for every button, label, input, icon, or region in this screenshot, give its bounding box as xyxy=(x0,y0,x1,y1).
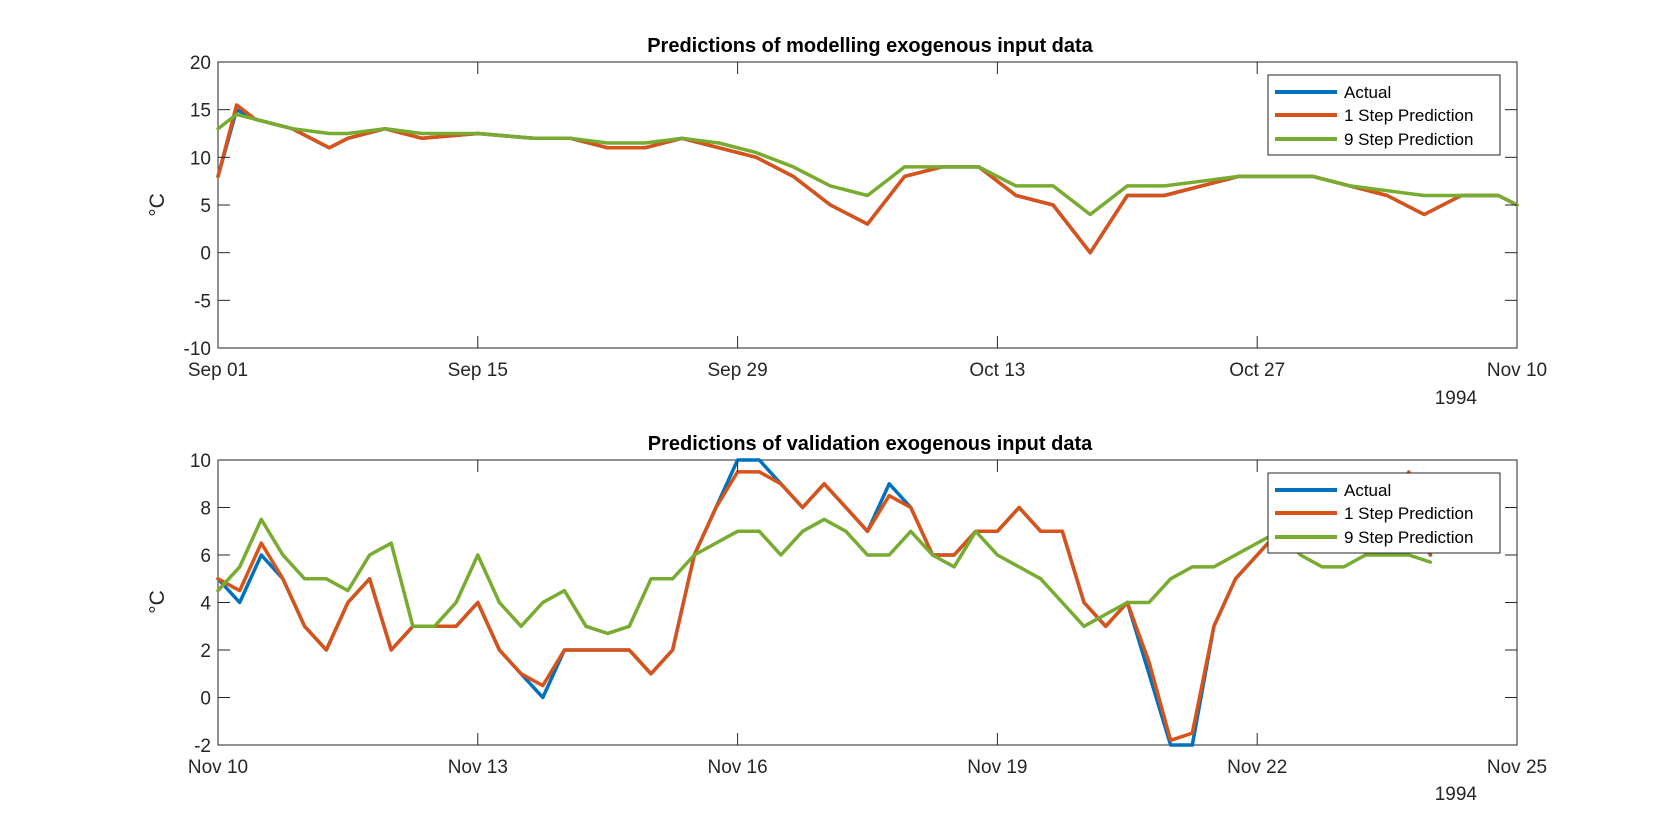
x-tick-label: Nov 10 xyxy=(188,757,248,778)
y-tick-label: 8 xyxy=(200,499,211,520)
x-tick-label: Sep 29 xyxy=(707,360,767,381)
year-label: 1994 xyxy=(1435,784,1478,805)
x-tick-label: Oct 27 xyxy=(1229,360,1285,381)
x-tick-label: Nov 10 xyxy=(1487,360,1547,381)
legend-label-actual: Actual xyxy=(1344,481,1391,500)
y-tick-label: 0 xyxy=(200,689,211,710)
validation-chart: Predictions of validation exogenous inpu… xyxy=(146,433,1547,805)
y-tick-label: 4 xyxy=(200,594,211,615)
legend: Actual 1 Step Prediction 9 Step Predicti… xyxy=(1267,472,1501,554)
legend-label-9-step: 9 Step Prediction xyxy=(1344,528,1473,547)
legend-label-actual: Actual xyxy=(1344,83,1391,102)
y-tick-label: 10 xyxy=(190,148,211,169)
y-axis-label: °C xyxy=(146,590,169,614)
x-tick-label: Nov 25 xyxy=(1487,757,1547,778)
modelling-chart: Predictions of modelling exogenous input… xyxy=(146,35,1547,409)
y-axis-label: °C xyxy=(146,193,169,217)
y-tick-label: 2 xyxy=(200,641,211,662)
y-tick-label: -5 xyxy=(194,291,211,312)
x-tick-label: Nov 19 xyxy=(967,757,1027,778)
series-line-9-step-prediction xyxy=(216,517,1433,636)
x-tick-label: Oct 13 xyxy=(969,360,1025,381)
x-tick-label: Sep 15 xyxy=(448,360,508,381)
legend-label-9-step: 9 Step Prediction xyxy=(1344,130,1473,149)
legend: Actual 1 Step Prediction 9 Step Predicti… xyxy=(1267,74,1501,156)
series-line-9-step-prediction xyxy=(216,112,1519,217)
y-tick-label: 15 xyxy=(190,101,211,122)
y-tick-label: 0 xyxy=(200,244,211,265)
y-tick-label: 5 xyxy=(200,196,211,217)
x-tick-label: Nov 16 xyxy=(707,757,767,778)
y-tick-label: 20 xyxy=(190,53,211,74)
y-tick-label: 10 xyxy=(190,451,211,472)
chart-title: Predictions of validation exogenous inpu… xyxy=(648,433,1093,455)
x-tick-label: Nov 22 xyxy=(1227,757,1287,778)
y-tick-label: -10 xyxy=(184,339,211,360)
y-tick-label: -2 xyxy=(194,736,211,757)
year-label: 1994 xyxy=(1435,388,1478,409)
chart-title: Predictions of modelling exogenous input… xyxy=(647,35,1093,57)
y-tick-label: 6 xyxy=(200,546,211,567)
legend-label-1-step: 1 Step Prediction xyxy=(1344,504,1473,523)
x-tick-label: Nov 13 xyxy=(448,757,508,778)
legend-label-1-step: 1 Step Prediction xyxy=(1344,106,1473,125)
x-tick-label: Sep 01 xyxy=(188,360,248,381)
